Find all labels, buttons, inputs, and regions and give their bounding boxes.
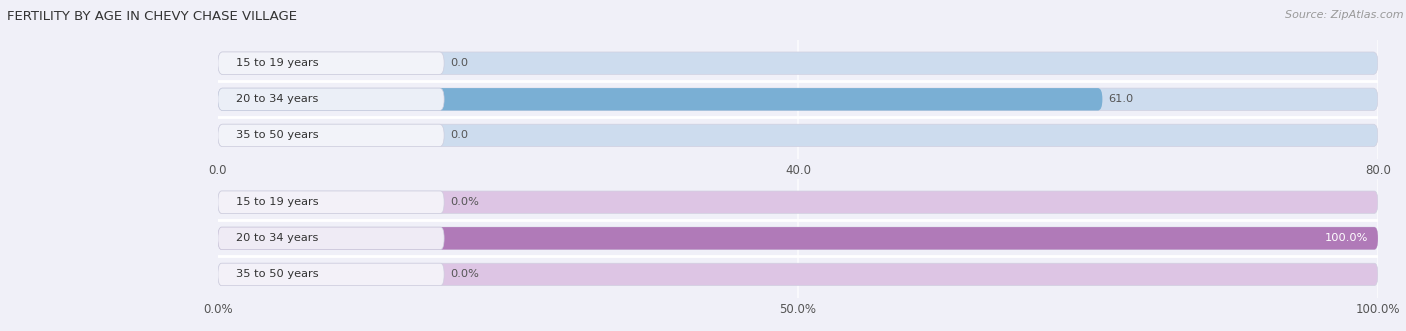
FancyBboxPatch shape — [218, 191, 444, 213]
FancyBboxPatch shape — [218, 124, 444, 147]
Text: 100.0%: 100.0% — [1326, 233, 1368, 243]
FancyBboxPatch shape — [218, 227, 1378, 250]
Text: FERTILITY BY AGE IN CHEVY CHASE VILLAGE: FERTILITY BY AGE IN CHEVY CHASE VILLAGE — [7, 10, 297, 23]
FancyBboxPatch shape — [218, 52, 444, 74]
Text: 0.0%: 0.0% — [450, 197, 479, 207]
FancyBboxPatch shape — [218, 88, 1102, 111]
Text: 35 to 50 years: 35 to 50 years — [236, 130, 319, 140]
Text: 15 to 19 years: 15 to 19 years — [236, 197, 319, 207]
FancyBboxPatch shape — [218, 124, 1378, 147]
Text: 61.0: 61.0 — [1108, 94, 1133, 104]
Text: 0.0: 0.0 — [450, 58, 468, 68]
FancyBboxPatch shape — [218, 263, 444, 286]
Text: Source: ZipAtlas.com: Source: ZipAtlas.com — [1285, 10, 1403, 20]
FancyBboxPatch shape — [218, 263, 1378, 286]
FancyBboxPatch shape — [218, 227, 1378, 250]
Text: 20 to 34 years: 20 to 34 years — [236, 233, 318, 243]
Text: 35 to 50 years: 35 to 50 years — [236, 269, 319, 279]
Text: 0.0: 0.0 — [450, 130, 468, 140]
Text: 0.0%: 0.0% — [450, 269, 479, 279]
Text: 20 to 34 years: 20 to 34 years — [236, 94, 318, 104]
FancyBboxPatch shape — [218, 88, 444, 111]
FancyBboxPatch shape — [218, 227, 444, 250]
Text: 15 to 19 years: 15 to 19 years — [236, 58, 319, 68]
FancyBboxPatch shape — [218, 88, 1378, 111]
FancyBboxPatch shape — [218, 191, 1378, 213]
FancyBboxPatch shape — [218, 52, 1378, 74]
